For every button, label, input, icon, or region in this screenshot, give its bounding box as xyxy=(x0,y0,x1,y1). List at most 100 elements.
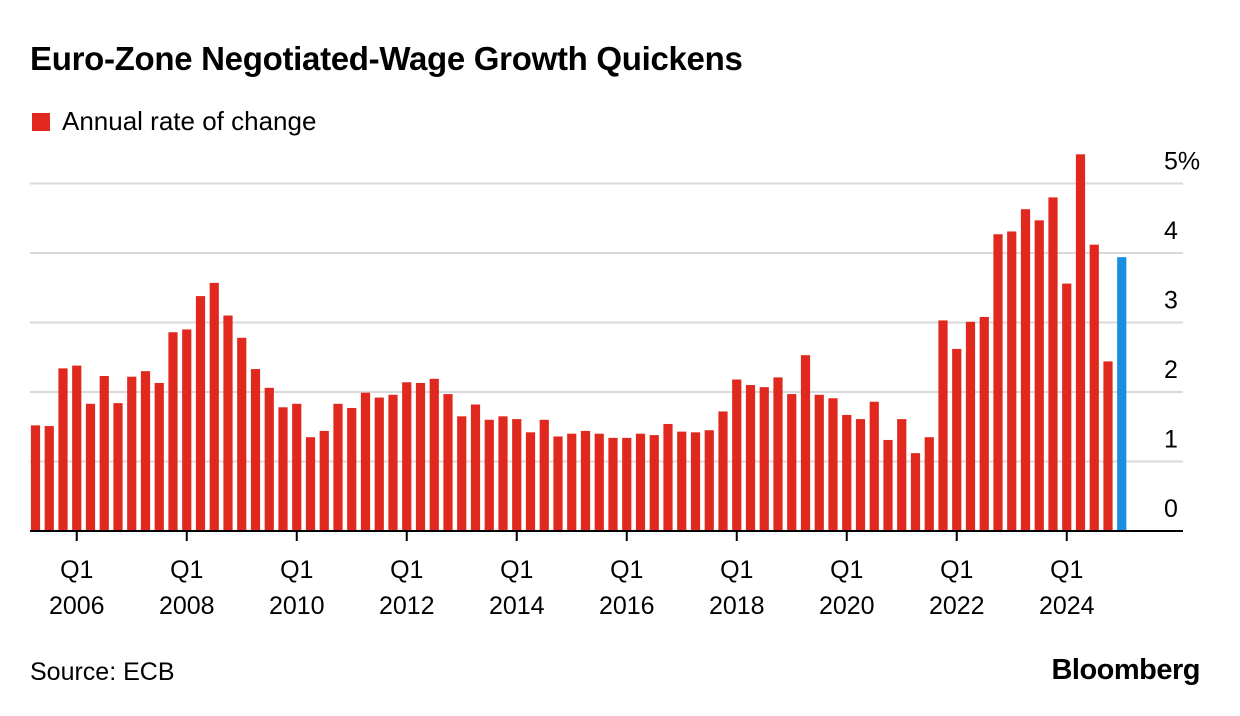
bar xyxy=(113,403,123,531)
x-tick-label-year: 2008 xyxy=(159,592,215,620)
bar xyxy=(85,403,96,531)
bar xyxy=(704,430,714,531)
x-tick-label-quarter: Q1 xyxy=(610,556,643,584)
x-tick-label-year: 2016 xyxy=(599,592,655,620)
legend-label: Annual rate of change xyxy=(62,106,317,136)
y-tick-label: 4 xyxy=(1164,217,1178,245)
bar xyxy=(498,416,508,531)
bar xyxy=(470,404,481,531)
bar xyxy=(415,382,426,531)
bar xyxy=(333,403,343,531)
bar xyxy=(567,433,577,531)
bar xyxy=(278,407,288,531)
bar xyxy=(580,430,591,531)
x-tick-label-year: 2006 xyxy=(49,592,105,620)
bar xyxy=(993,234,1003,532)
bar xyxy=(72,365,82,531)
y-tick-label: 3 xyxy=(1164,287,1178,315)
x-tick-label-quarter: Q1 xyxy=(60,556,93,584)
bar xyxy=(649,435,659,531)
x-tick-label-year: 2018 xyxy=(709,592,765,620)
x-tick-labels: Q1 2006 Q1 2008 Q1 2010 Q1 2012 Q1 2014 Q1 2016 Q1 20… xyxy=(49,556,1095,620)
bar xyxy=(30,425,41,531)
bar xyxy=(443,394,453,531)
bar xyxy=(842,414,852,531)
x-tick-label-quarter: Q1 xyxy=(830,556,863,584)
bar xyxy=(1062,283,1072,531)
x-tick-label-year: 2014 xyxy=(489,592,545,620)
x-tick-label-quarter: Q1 xyxy=(940,556,973,584)
bar xyxy=(429,378,439,531)
x-tick-label-year: 2020 xyxy=(819,592,875,620)
bar xyxy=(732,379,742,531)
bar xyxy=(140,371,151,531)
bar xyxy=(539,419,549,531)
bar xyxy=(195,296,206,531)
x-tick-label-quarter: Q1 xyxy=(500,556,533,584)
bar xyxy=(360,392,371,531)
bar xyxy=(347,407,357,532)
bar xyxy=(594,433,604,531)
bars xyxy=(30,154,1127,532)
bar xyxy=(154,382,164,531)
bar xyxy=(869,401,879,531)
bar xyxy=(1089,244,1099,531)
bar xyxy=(773,377,783,531)
y-tick-label: 2 xyxy=(1164,356,1178,384)
bar xyxy=(828,398,838,531)
bar xyxy=(690,432,701,531)
x-tick-label-quarter: Q1 xyxy=(170,556,203,584)
x-tick-label-quarter: Q1 xyxy=(280,556,313,584)
gridlines xyxy=(30,182,1183,463)
y-tick-label: 0 xyxy=(1164,495,1178,523)
bar xyxy=(223,315,233,531)
x-tick-label-year: 2010 xyxy=(269,592,325,620)
bar xyxy=(237,337,247,531)
x-tick-label-year: 2022 xyxy=(929,592,985,620)
bar xyxy=(292,403,302,531)
bar xyxy=(1117,257,1127,531)
bar xyxy=(168,332,178,531)
bar xyxy=(855,419,866,532)
chart-title: Euro-Zone Negotiated-Wage Growth Quicken… xyxy=(30,40,743,77)
x-axis xyxy=(30,530,1183,541)
bar xyxy=(457,416,467,531)
x-tick-label-quarter: Q1 xyxy=(1050,556,1083,584)
bar xyxy=(1048,197,1058,531)
bar xyxy=(250,369,261,531)
x-tick-label-year: 2024 xyxy=(1039,592,1095,620)
bar xyxy=(622,437,632,531)
bar xyxy=(814,394,824,531)
bar xyxy=(553,436,563,531)
bar xyxy=(44,426,54,532)
x-tick-label-year: 2012 xyxy=(379,592,435,620)
bar xyxy=(663,423,673,531)
bar xyxy=(127,376,137,531)
bar xyxy=(484,419,494,531)
bar xyxy=(897,419,907,532)
bar xyxy=(608,437,618,531)
bar xyxy=(952,348,962,531)
bar xyxy=(938,320,948,531)
bar xyxy=(1034,220,1044,531)
source-note: Source: ECB xyxy=(30,658,175,686)
bar xyxy=(965,321,976,531)
bar xyxy=(635,433,646,531)
bar xyxy=(718,411,728,531)
bar xyxy=(745,385,756,531)
bar xyxy=(182,329,192,531)
bar xyxy=(1007,231,1017,531)
bar xyxy=(388,394,398,531)
bloomberg-logo: Bloomberg xyxy=(1051,654,1200,686)
x-tick-label-quarter: Q1 xyxy=(390,556,423,584)
bar xyxy=(305,437,316,532)
bar xyxy=(58,368,68,531)
bar xyxy=(924,437,934,532)
bar xyxy=(99,376,109,531)
bar xyxy=(979,316,989,531)
bar xyxy=(512,419,522,532)
bar xyxy=(374,397,384,531)
bar xyxy=(677,431,687,531)
legend-swatch xyxy=(32,112,50,131)
